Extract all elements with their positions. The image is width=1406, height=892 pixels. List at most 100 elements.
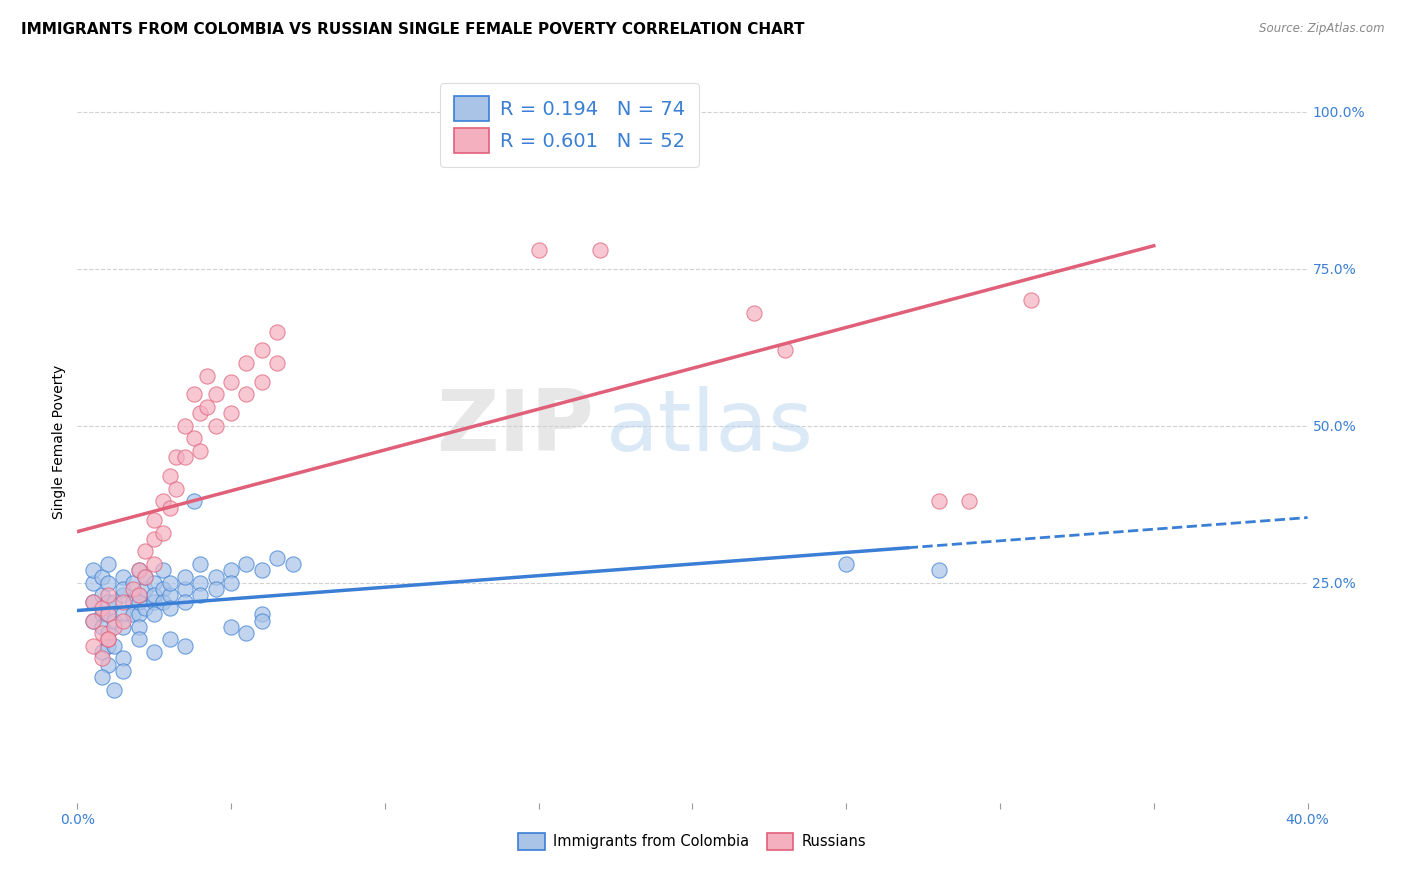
Point — [82, 563, 104, 577]
Point — [188, 557, 212, 571]
Point — [90, 651, 114, 665]
Point — [112, 620, 135, 634]
Point — [159, 500, 181, 515]
Point — [103, 595, 125, 609]
Point — [128, 563, 150, 577]
Point — [773, 343, 796, 358]
Point — [174, 639, 197, 653]
Point — [82, 595, 104, 609]
Point — [82, 595, 104, 609]
Point — [174, 595, 197, 609]
Point — [112, 595, 135, 609]
Point — [134, 544, 156, 558]
Point — [82, 639, 104, 653]
Point — [97, 575, 120, 590]
Point — [121, 607, 143, 622]
Point — [82, 614, 104, 628]
Point — [128, 620, 150, 634]
Point — [266, 550, 288, 565]
Point — [97, 657, 120, 672]
Point — [90, 601, 114, 615]
Point — [589, 243, 612, 257]
Point — [219, 406, 242, 420]
Point — [183, 387, 205, 401]
Point — [928, 563, 950, 577]
Point — [250, 563, 273, 577]
Point — [204, 387, 226, 401]
Point — [97, 639, 120, 653]
Point — [250, 375, 273, 389]
Point — [97, 607, 120, 622]
Point — [97, 607, 120, 622]
Text: Source: ZipAtlas.com: Source: ZipAtlas.com — [1260, 22, 1385, 36]
Point — [134, 569, 156, 583]
Point — [188, 406, 212, 420]
Point — [219, 563, 242, 577]
Point — [188, 589, 212, 603]
Point — [97, 632, 120, 647]
Point — [82, 575, 104, 590]
Text: IMMIGRANTS FROM COLOMBIA VS RUSSIAN SINGLE FEMALE POVERTY CORRELATION CHART: IMMIGRANTS FROM COLOMBIA VS RUSSIAN SING… — [21, 22, 804, 37]
Point — [195, 400, 218, 414]
Point — [121, 595, 143, 609]
Point — [174, 569, 197, 583]
Point — [90, 620, 114, 634]
Point — [159, 575, 181, 590]
Y-axis label: Single Female Poverty: Single Female Poverty — [52, 365, 66, 518]
Point — [143, 513, 166, 527]
Point — [527, 243, 550, 257]
Point — [250, 343, 273, 358]
Point — [835, 557, 858, 571]
Point — [103, 614, 125, 628]
Point — [121, 575, 143, 590]
Point — [174, 450, 197, 465]
Point — [159, 632, 181, 647]
Point — [128, 595, 150, 609]
Point — [143, 645, 166, 659]
Point — [183, 431, 205, 445]
Text: atlas: atlas — [606, 385, 814, 468]
Point — [128, 632, 150, 647]
Point — [235, 626, 257, 640]
Point — [266, 356, 288, 370]
Point — [928, 494, 950, 508]
Point — [97, 632, 120, 647]
Point — [204, 418, 226, 433]
Point — [143, 607, 166, 622]
Point — [235, 356, 257, 370]
Point — [112, 582, 135, 597]
Point — [183, 494, 205, 508]
Point — [159, 601, 181, 615]
Point — [134, 601, 156, 615]
Point — [174, 418, 197, 433]
Point — [112, 589, 135, 603]
Point — [143, 575, 166, 590]
Point — [90, 645, 114, 659]
Point — [112, 664, 135, 678]
Point — [128, 589, 150, 603]
Point — [204, 582, 226, 597]
Point — [112, 614, 135, 628]
Point — [159, 469, 181, 483]
Point — [250, 607, 273, 622]
Point — [235, 557, 257, 571]
Point — [112, 607, 135, 622]
Point — [90, 589, 114, 603]
Point — [121, 582, 143, 597]
Point — [152, 582, 174, 597]
Point — [235, 387, 257, 401]
Point — [250, 614, 273, 628]
Point — [128, 607, 150, 622]
Point — [219, 620, 242, 634]
Point — [281, 557, 304, 571]
Point — [90, 569, 114, 583]
Point — [174, 582, 197, 597]
Point — [742, 306, 765, 320]
Point — [103, 620, 125, 634]
Point — [152, 563, 174, 577]
Point — [103, 639, 125, 653]
Point — [143, 589, 166, 603]
Point — [219, 575, 242, 590]
Point — [90, 607, 114, 622]
Point — [143, 532, 166, 546]
